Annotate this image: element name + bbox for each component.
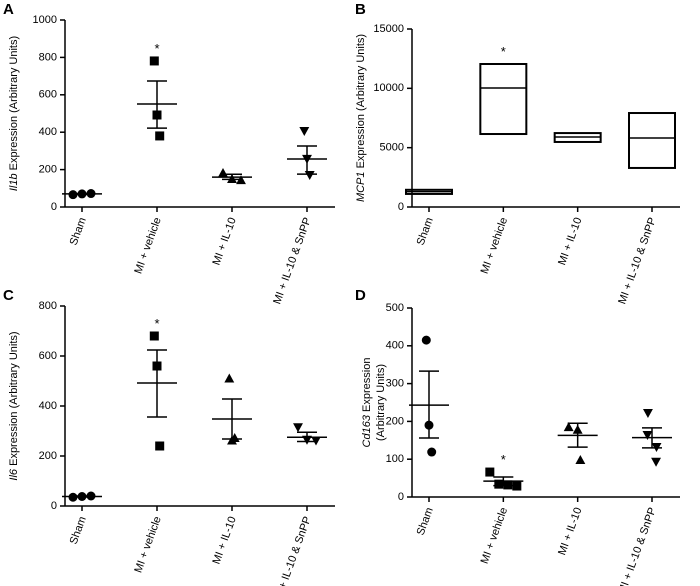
data-point bbox=[485, 467, 495, 477]
x-tick-label: MI + IL-10 & SnPP bbox=[271, 216, 314, 306]
y-axis-label-gene: Il6 bbox=[8, 468, 20, 481]
x-tick-label: MI + IL-10 bbox=[211, 515, 239, 566]
y-axis-label-gene: MCP1 bbox=[355, 171, 367, 202]
x-tick-label: MI + IL-10 & SnPP bbox=[271, 515, 314, 586]
y-axis-label: Il1b Expression (Arbitrary Units) bbox=[8, 36, 20, 191]
y-tick-label: 400 bbox=[39, 126, 57, 138]
significance-marker: * bbox=[501, 452, 506, 467]
x-tick-label: MI + vehicle bbox=[479, 506, 510, 566]
box bbox=[479, 63, 528, 136]
y-tick-label: 200 bbox=[39, 450, 57, 462]
y-tick-label: 300 bbox=[386, 378, 404, 390]
x-tick-label: MI + vehicle bbox=[132, 216, 163, 276]
x-tick-label: MI + IL-10 & SnPP bbox=[616, 506, 659, 586]
y-axis-label-text: Expression bbox=[361, 358, 373, 415]
x-tick-label: Sham bbox=[68, 515, 89, 546]
data-point bbox=[642, 430, 653, 440]
y-tick-label: 100 bbox=[386, 453, 404, 465]
x-tick-label: Sham bbox=[415, 506, 436, 537]
y-tick-label: 500 bbox=[386, 302, 404, 314]
y-axis-label: MCP1 Expression (Arbitrary Units) bbox=[355, 34, 367, 202]
y-tick-label: 5000 bbox=[380, 142, 404, 154]
data-point bbox=[575, 455, 586, 465]
x-tick-label: MI + IL-10 & SnPP bbox=[616, 216, 659, 306]
x-tick-label: MI + IL-10 bbox=[211, 216, 239, 267]
panel-label: A bbox=[3, 1, 14, 18]
y-axis-label-text: Expression (Arbitrary Units) bbox=[355, 34, 367, 172]
x-tick-label: MI + IL-10 bbox=[556, 216, 584, 267]
y-tick-label: 400 bbox=[386, 340, 404, 352]
data-point bbox=[651, 457, 661, 467]
data-point bbox=[494, 479, 504, 489]
data-point bbox=[427, 447, 437, 457]
y-axis-label: Il6 Expression (Arbitrary Units) bbox=[8, 331, 20, 480]
data-point bbox=[229, 433, 240, 443]
data-point bbox=[293, 423, 303, 433]
y-axis-label: Cd163 Expression bbox=[361, 358, 373, 448]
y-tick-label: 600 bbox=[39, 350, 57, 362]
y-tick-label: 0 bbox=[398, 491, 404, 503]
y-axis-label-gene: Cd163 bbox=[361, 414, 373, 447]
data-point bbox=[149, 56, 159, 66]
significance-marker: * bbox=[154, 316, 159, 331]
y-tick-label: 0 bbox=[51, 500, 57, 512]
data-point bbox=[155, 131, 165, 141]
y-tick-label: 200 bbox=[386, 415, 404, 427]
y-axis-label-gene: Il1b bbox=[8, 173, 20, 191]
data-point bbox=[304, 170, 315, 180]
y-tick-label: 10000 bbox=[373, 82, 404, 94]
y-tick-label: 200 bbox=[39, 164, 57, 176]
y-tick-label: 0 bbox=[51, 201, 57, 213]
y-axis-label-text: Expression (Arbitrary Units) bbox=[8, 36, 20, 174]
y-tick-label: 400 bbox=[39, 400, 57, 412]
y-tick-label: 800 bbox=[39, 300, 57, 312]
data-point bbox=[563, 422, 574, 432]
y-tick-label: 1000 bbox=[33, 14, 57, 26]
data-point bbox=[155, 441, 165, 451]
x-tick-label: MI + IL-10 bbox=[556, 506, 584, 557]
y-tick-label: 600 bbox=[39, 89, 57, 101]
data-point bbox=[224, 373, 235, 383]
significance-marker: * bbox=[501, 44, 506, 59]
x-tick-label: Sham bbox=[68, 216, 89, 247]
data-point bbox=[421, 335, 431, 345]
data-point bbox=[643, 409, 653, 419]
y-tick-label: 0 bbox=[398, 201, 404, 213]
data-point bbox=[503, 480, 513, 490]
data-point bbox=[512, 481, 522, 491]
data-point bbox=[299, 127, 310, 137]
data-point bbox=[218, 168, 228, 178]
y-tick-label: 800 bbox=[39, 51, 57, 63]
panel-label: C bbox=[3, 287, 14, 304]
x-tick-label: MI + vehicle bbox=[479, 216, 510, 276]
y-axis-label-line2: (Arbitrary Units) bbox=[375, 364, 387, 441]
x-tick-label: MI + vehicle bbox=[132, 515, 163, 575]
box bbox=[628, 112, 676, 169]
panel-label: B bbox=[355, 1, 366, 18]
panel-label: D bbox=[355, 287, 366, 304]
x-tick-label: Sham bbox=[415, 216, 436, 247]
y-axis-label-text: Expression (Arbitrary Units) bbox=[8, 331, 20, 469]
significance-marker: * bbox=[154, 41, 159, 56]
y-tick-label: 15000 bbox=[373, 23, 404, 35]
data-point bbox=[149, 331, 159, 341]
